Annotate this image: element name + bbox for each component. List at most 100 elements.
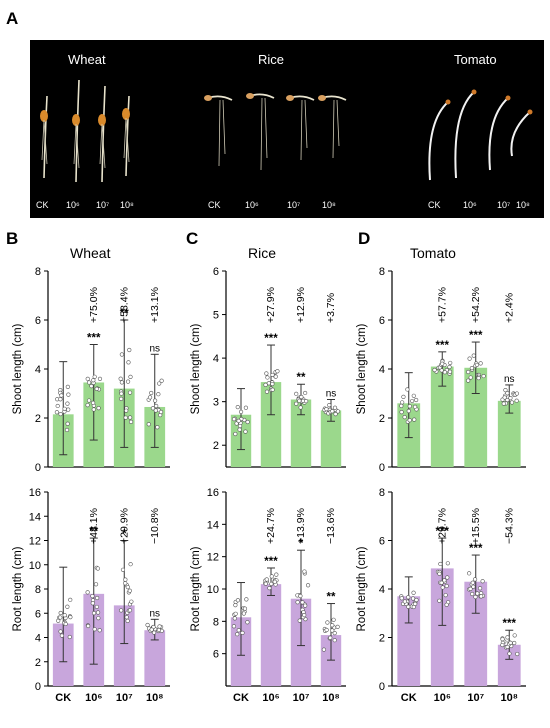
data-point: [238, 409, 244, 415]
data-point: [411, 393, 416, 398]
data-point: [153, 408, 158, 413]
data-point: [328, 635, 333, 640]
data-point: [270, 387, 275, 392]
data-point: [432, 367, 437, 373]
photo-title-rice: Rice: [258, 52, 284, 67]
data-point: [119, 380, 124, 385]
data-point: [267, 586, 272, 591]
photo-label: 10⁸: [322, 200, 336, 210]
percent-change-label: +29.9%: [118, 508, 130, 544]
percent-change-label: +24.7%: [265, 508, 277, 544]
panel-letter-c: C: [186, 229, 198, 248]
data-point: [505, 635, 510, 640]
data-point: [235, 632, 240, 637]
y-tick-label: 14: [207, 519, 219, 531]
percent-change-label: +75.0%: [88, 287, 100, 323]
data-point: [231, 416, 237, 422]
y-tick-label: 2: [379, 633, 385, 645]
data-point: [411, 590, 416, 595]
significance-label: ***: [264, 556, 278, 568]
data-point: [303, 603, 308, 608]
seedling-photo: Wheat Rice Tomato CK 10⁶ 10⁷ 10⁸ CK 10⁶ 10⁷ 10⁸…: [30, 40, 544, 218]
data-point: [65, 421, 70, 426]
y-tick-label: 2: [379, 413, 385, 425]
data-point: [445, 575, 450, 580]
seed: [445, 99, 451, 105]
photo-label: 10⁸: [120, 200, 134, 210]
data-point: [66, 392, 71, 397]
data-point: [125, 618, 130, 624]
x-category-label: 10⁷: [116, 692, 133, 704]
seedling-illustrations: [40, 79, 533, 183]
data-point: [91, 407, 96, 412]
data-point: [62, 406, 67, 411]
data-point: [476, 375, 481, 381]
data-point: [92, 627, 97, 632]
seed: [204, 95, 212, 101]
data-point: [269, 581, 274, 587]
y-tick-label: 4: [35, 633, 41, 645]
data-point: [445, 561, 450, 566]
data-point: [55, 403, 60, 409]
percent-change-label: +57.7%: [436, 287, 448, 323]
data-point: [242, 606, 248, 611]
significance-label: **: [297, 372, 306, 384]
percent-change-label: +29.7%: [436, 508, 448, 544]
data-point: [86, 623, 91, 629]
y-axis-title: Root length (cm): [12, 546, 24, 631]
bar: [113, 605, 135, 686]
significance-label: ***: [469, 330, 483, 342]
y-tick-label: 8: [379, 487, 385, 499]
percent-change-label: +48.1%: [88, 508, 100, 544]
y-tick-label: 4: [213, 353, 219, 365]
data-point: [332, 405, 338, 410]
data-point: [236, 418, 241, 424]
crop-title-wheat: Wheat: [70, 245, 111, 261]
data-point: [438, 561, 443, 567]
y-tick-label: 16: [29, 487, 41, 499]
data-point: [303, 390, 308, 396]
y-tick-label: 6: [213, 266, 219, 278]
data-point: [243, 429, 248, 434]
data-point: [153, 398, 158, 403]
data-point: [508, 396, 513, 401]
root: [41, 119, 48, 165]
data-point: [333, 412, 338, 417]
bar: [497, 644, 521, 686]
x-category-label: 10⁶: [262, 692, 279, 704]
chart-wheat-shoot: 0 2 4 6 8 Shoot length (cm) *** +75.0% **+58.4% n…: [12, 266, 170, 474]
data-point: [97, 628, 102, 633]
data-point: [407, 404, 412, 409]
x-category-label: 10⁷: [293, 692, 310, 704]
data-point: [471, 353, 476, 358]
data-point: [325, 620, 330, 625]
data-point: [273, 374, 278, 379]
data-point: [512, 633, 517, 638]
photo-label: 10⁸: [516, 200, 530, 210]
percent-change-label: +15.5%: [470, 508, 482, 544]
seed: [505, 95, 511, 101]
significance-label: ***: [469, 543, 483, 555]
data-point: [514, 398, 519, 403]
photo-label: 10⁶: [245, 200, 259, 210]
data-point: [402, 599, 408, 604]
data-point: [157, 381, 162, 386]
significance-label: ***: [87, 333, 101, 345]
data-point: [146, 422, 151, 427]
data-point: [66, 407, 71, 412]
data-point: [330, 623, 335, 628]
data-point: [410, 398, 415, 404]
data-point: [272, 579, 277, 584]
y-tick-label: 2: [35, 657, 41, 669]
data-point: [410, 596, 416, 601]
data-point: [468, 586, 473, 592]
y-axis-title: Shoot length (cm): [190, 323, 202, 414]
data-point: [407, 418, 412, 423]
data-point: [91, 378, 96, 383]
chart-wheat-root: 0 2 4 6 8 10 12 14 16 Root length (cm) CK **+48.1% 1…: [12, 487, 170, 704]
data-point: [335, 409, 341, 414]
data-point: [237, 423, 243, 429]
data-point: [480, 579, 485, 584]
data-point: [405, 387, 410, 392]
